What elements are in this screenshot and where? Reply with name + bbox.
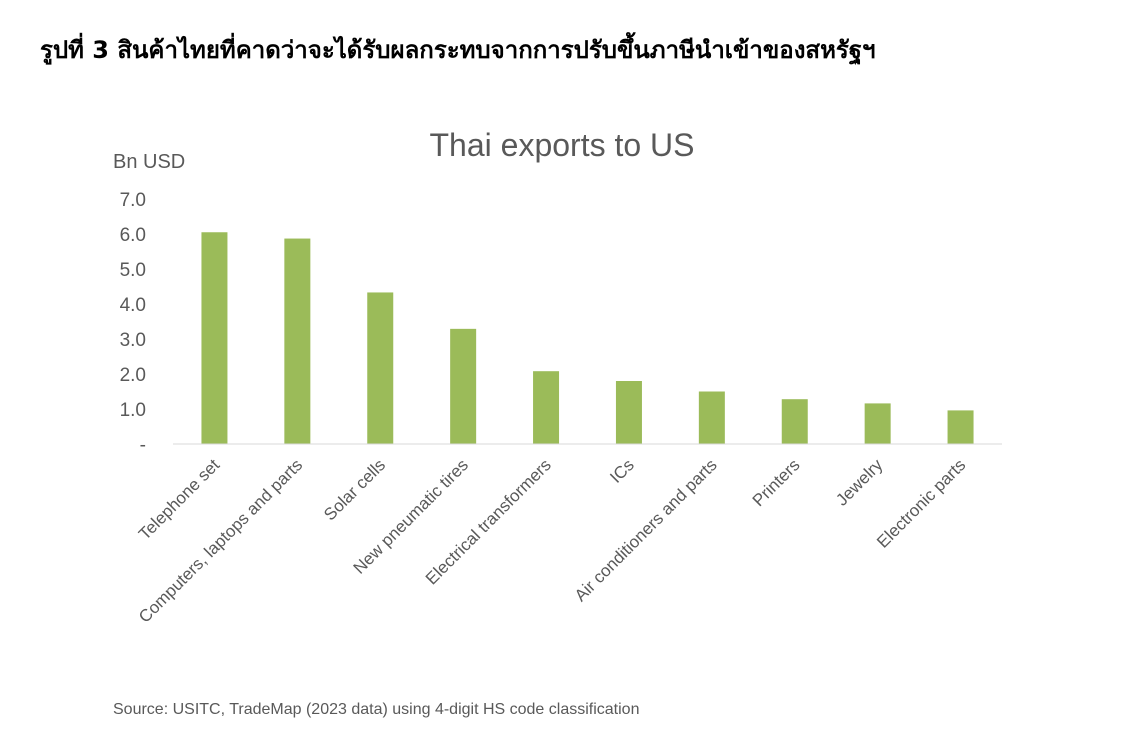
chart-title: Thai exports to US: [430, 127, 695, 163]
y-axis-ticks: - 1.0 2.0 3.0 4.0 5.0 6.0 7.0: [120, 190, 146, 456]
y-tick-label: -: [140, 435, 146, 456]
x-tick-label: ICs: [606, 455, 637, 486]
y-tick-label: 6.0: [120, 225, 146, 246]
y-tick-label: 7.0: [120, 190, 146, 211]
bar: [450, 328, 477, 444]
y-axis-unit-label: Bn USD: [113, 151, 185, 173]
x-tick-label: Electronic parts: [873, 455, 969, 551]
y-tick-label: 2.0: [120, 365, 146, 386]
x-tick-label: Printers: [749, 455, 804, 510]
bar: [698, 391, 725, 444]
x-tick-label: Air conditioners and parts: [571, 455, 721, 605]
x-tick-label: Solar cells: [320, 455, 389, 524]
y-tick-label: 4.0: [120, 295, 146, 316]
x-tick-label: Computers, laptops and parts: [135, 455, 306, 626]
y-tick-label: 1.0: [120, 400, 146, 421]
y-tick-label: 5.0: [120, 260, 146, 281]
bar: [947, 410, 974, 444]
bar-chart: Thai exports to US Bn USD - 1.0 2.0 3.0 4.0 5…: [113, 127, 1002, 627]
figure-title: รูปที่ 3 สินค้าไทยที่คาดว่าจะได้รับผลกระ…: [40, 36, 876, 64]
x-tick-label: Telephone set: [135, 455, 223, 543]
bar: [781, 399, 808, 444]
bar: [615, 381, 642, 444]
y-tick-label: 3.0: [120, 330, 146, 351]
source-note: Source: USITC, TradeMap (2023 data) usin…: [113, 701, 640, 718]
bar: [201, 232, 228, 444]
bar: [367, 292, 394, 444]
bar: [533, 371, 560, 444]
bar: [284, 238, 311, 444]
x-tick-label: Jewelry: [832, 455, 887, 510]
bar: [864, 403, 891, 444]
bars: [201, 232, 974, 444]
